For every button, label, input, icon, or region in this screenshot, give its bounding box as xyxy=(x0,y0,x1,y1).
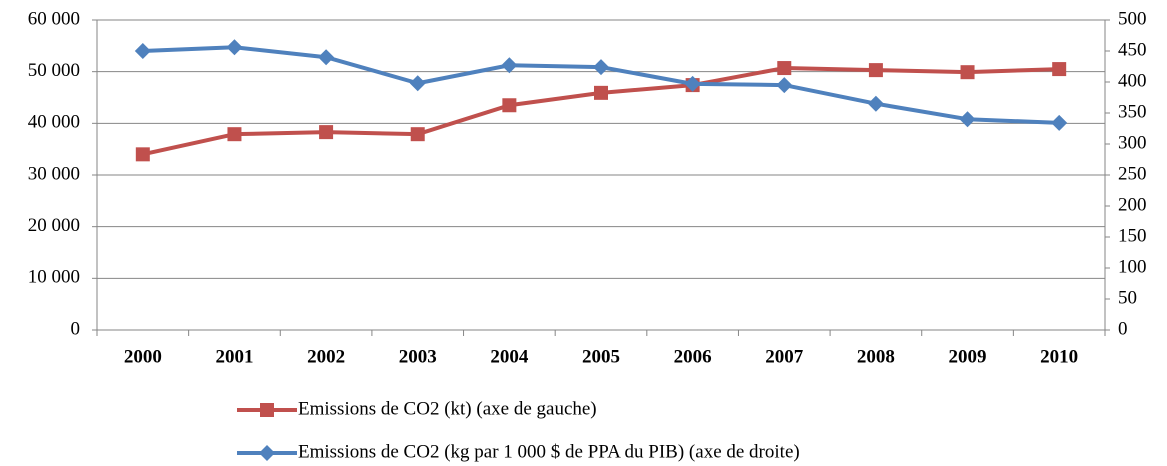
marker xyxy=(501,57,518,74)
y2-tick-label: 250 xyxy=(1118,163,1147,184)
y2-tick-label: 150 xyxy=(1118,225,1147,246)
y2-tick-label: 500 xyxy=(1118,8,1147,29)
x-tick-label: 2000 xyxy=(124,346,162,367)
marker xyxy=(226,39,243,56)
marker xyxy=(502,98,517,113)
x-tick-label: 2002 xyxy=(307,346,345,367)
marker xyxy=(227,127,242,142)
marker xyxy=(959,111,976,128)
legend-label: Emissions de CO2 (kg par 1 000 $ de PPA … xyxy=(298,441,800,462)
marker xyxy=(135,147,150,162)
y-tick-label: 30 000 xyxy=(28,163,80,184)
y2-tick-label: 100 xyxy=(1118,256,1147,277)
y-tick-label: 60 000 xyxy=(28,8,80,29)
x-tick-label: 2010 xyxy=(1040,346,1078,367)
x-tick-label: 2007 xyxy=(765,346,804,367)
marker xyxy=(319,125,334,140)
x-tick-label: 2001 xyxy=(215,346,253,367)
y-tick-label: 40 000 xyxy=(28,112,80,133)
marker xyxy=(1051,114,1068,131)
marker xyxy=(776,77,793,94)
marker xyxy=(777,61,792,76)
y2-tick-label: 350 xyxy=(1118,101,1147,122)
marker xyxy=(318,49,335,66)
y-tick-label: 10 000 xyxy=(28,267,80,288)
y2-tick-label: 450 xyxy=(1118,39,1147,60)
marker xyxy=(867,95,884,112)
y2-tick-label: 300 xyxy=(1118,132,1147,153)
marker xyxy=(684,75,701,92)
y2-tick-label: 200 xyxy=(1118,194,1147,215)
y2-tick-label: 400 xyxy=(1118,70,1147,91)
x-tick-label: 2005 xyxy=(582,346,620,367)
marker xyxy=(868,63,883,78)
marker xyxy=(134,43,151,59)
marker xyxy=(410,127,425,142)
series-line xyxy=(142,45,1060,125)
legend-marker xyxy=(259,445,275,461)
x-tick-label: 2008 xyxy=(857,346,895,367)
x-tick-label: 2003 xyxy=(399,346,437,367)
marker xyxy=(594,85,608,100)
marker xyxy=(409,75,426,92)
marker xyxy=(1052,62,1067,77)
x-tick-label: 2009 xyxy=(949,346,987,367)
y-tick-label: 50 000 xyxy=(28,60,80,81)
y-tick-label: 20 000 xyxy=(28,215,80,236)
y2-tick-label: 0 xyxy=(1118,318,1128,339)
x-tick-label: 2004 xyxy=(490,346,529,367)
legend-marker xyxy=(260,403,274,417)
legend-label: Emissions de CO2 (kt) (axe de gauche) xyxy=(298,398,597,419)
y-tick-label: 0 xyxy=(71,318,81,339)
y2-tick-label: 50 xyxy=(1118,287,1137,308)
marker xyxy=(960,65,975,80)
x-tick-label: 2006 xyxy=(674,346,712,367)
marker xyxy=(593,59,609,76)
